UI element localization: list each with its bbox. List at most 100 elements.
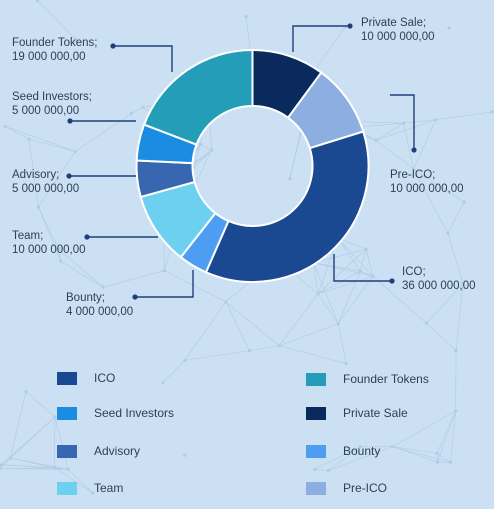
bg-network-line — [313, 262, 374, 277]
bg-network-node — [24, 390, 28, 394]
legend-swatch — [57, 481, 77, 495]
legend-label: Founder Tokens — [343, 372, 429, 386]
bg-network-line — [313, 262, 339, 324]
bg-network-line — [413, 168, 465, 203]
label-private-sale: Private Sale; 10 000 000,00 — [361, 17, 435, 43]
bg-network-line — [413, 119, 437, 170]
bg-network-line — [403, 119, 436, 124]
bg-network-line — [164, 270, 226, 303]
bg-network-line — [314, 446, 361, 470]
leader-team-dot — [84, 234, 90, 240]
bg-network-node — [454, 409, 458, 413]
legend-item-private-sale: Private Sale — [306, 406, 408, 420]
legend-swatch — [306, 406, 326, 420]
legend-swatch — [57, 444, 77, 458]
bg-network-node — [424, 321, 428, 325]
legend-item-bounty: Bounty — [306, 444, 380, 458]
bg-network-line — [0, 457, 11, 469]
bg-network-line — [38, 206, 62, 262]
bg-network-node — [27, 137, 31, 141]
bg-network-node — [336, 322, 340, 326]
bg-network-line — [225, 301, 250, 351]
bg-network-line — [313, 262, 319, 294]
bg-network-line — [313, 248, 367, 264]
bg-network-line — [54, 416, 69, 470]
bg-network-line — [54, 467, 94, 494]
bg-network-line — [28, 139, 39, 208]
bg-network-node — [358, 445, 362, 449]
bg-network-node — [0, 463, 4, 467]
bg-network-line — [312, 27, 346, 74]
bg-network-node — [344, 361, 348, 366]
bg-network-node — [313, 467, 317, 471]
bg-network-line — [38, 206, 59, 250]
bg-network-line — [279, 345, 347, 364]
bg-network-node — [247, 349, 252, 353]
bg-network-line — [317, 275, 374, 295]
bg-network-line — [360, 270, 374, 277]
label-ico: ICO; 36 000 000,00 — [402, 266, 476, 292]
legend-item-team: Team — [57, 481, 123, 495]
legend-label: Pre-ICO — [343, 481, 388, 495]
bg-network-line — [60, 260, 104, 288]
bg-network-line — [1, 464, 55, 469]
bg-network-line — [392, 446, 451, 463]
label-bounty: Bounty; 4 000 000,00 — [66, 292, 134, 318]
bg-network-node — [447, 26, 451, 30]
bg-network-line — [54, 467, 69, 470]
leader-pre-ico-dot — [411, 147, 417, 153]
legend-item-seed-investors: Seed Investors — [57, 406, 174, 420]
bg-network-node — [316, 292, 320, 296]
bg-network-line — [375, 122, 404, 141]
legend-label: Bounty — [343, 444, 381, 458]
bg-network-node — [374, 138, 378, 142]
bg-network-line — [200, 144, 212, 151]
bg-network-line — [426, 283, 464, 324]
bg-network-line — [436, 410, 456, 454]
legend-swatch — [57, 406, 77, 420]
bg-network-line — [328, 446, 393, 471]
bg-network-line — [436, 453, 451, 463]
bg-network-line — [10, 391, 27, 459]
leader-ico — [333, 254, 392, 282]
bg-network-node — [91, 491, 95, 495]
bg-network-line — [392, 446, 438, 463]
bg-network-node — [401, 121, 406, 125]
bg-network-node — [56, 247, 61, 251]
bg-network-line — [375, 119, 436, 141]
bg-network-line — [58, 248, 62, 262]
label-team: Team; 10 000 000,00 — [12, 230, 86, 256]
bg-network-line — [317, 293, 339, 324]
bg-network-node — [244, 15, 248, 19]
bg-network-line — [10, 457, 55, 469]
bg-network-line — [58, 248, 104, 288]
bg-network-line — [28, 138, 76, 152]
bg-network-node — [53, 415, 57, 419]
legend-label: ICO — [94, 371, 116, 385]
bg-network-node — [434, 118, 438, 122]
leader-bounty — [135, 270, 194, 298]
bg-network-line — [75, 113, 132, 152]
label-pre-ico: Pre-ICO; 10 000 000,00 — [390, 169, 464, 195]
legend-label: Team — [94, 481, 124, 495]
bg-network-node — [326, 468, 330, 473]
bg-network-node — [161, 381, 165, 385]
bg-network-node — [141, 105, 145, 109]
bg-network-line — [392, 446, 438, 454]
bg-network-line — [162, 360, 186, 384]
bg-network-line — [225, 301, 280, 347]
bg-network-line — [184, 301, 227, 361]
bg-network-line — [337, 237, 361, 272]
legend-swatch — [57, 371, 77, 385]
bg-network-node — [435, 451, 439, 455]
bg-network-node — [210, 148, 214, 152]
bg-network-line — [426, 323, 457, 351]
bg-network-line — [455, 283, 464, 351]
bg-network-line — [447, 232, 464, 284]
legend-swatch — [306, 481, 326, 495]
slice-ico — [204, 130, 370, 283]
bg-network-line — [372, 276, 427, 324]
bg-network-node — [435, 460, 439, 464]
bg-network-node — [129, 111, 134, 115]
